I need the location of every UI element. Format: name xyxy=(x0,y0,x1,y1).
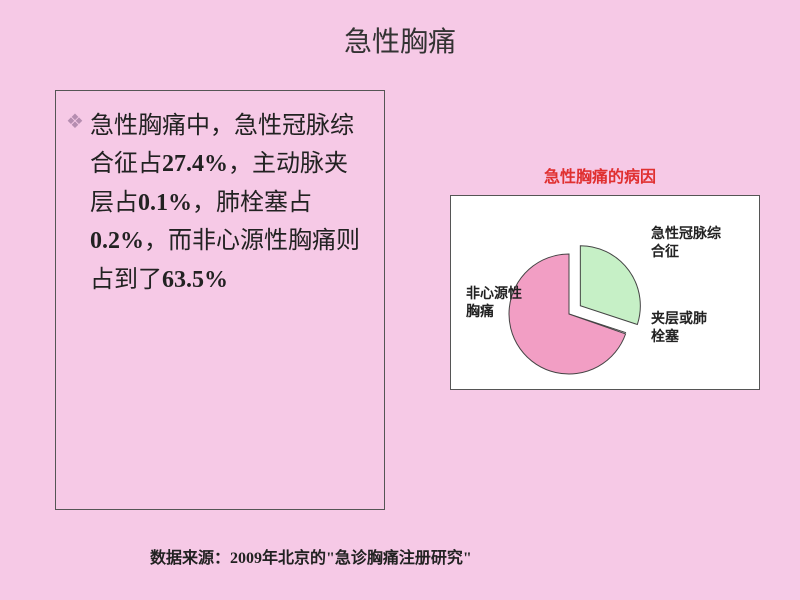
bullet-icon: ❖ xyxy=(66,109,84,134)
page-title: 急性胸痛 xyxy=(0,20,800,60)
chart-legend-label: 夹层或肺栓塞 xyxy=(651,311,761,346)
chart-legend-label: 非心源性胸痛 xyxy=(466,286,576,321)
source-text: 数据来源：2009年北京的"急诊胸痛注册研究" xyxy=(150,544,472,568)
chart-box: 急性冠脉综合征夹层或肺栓塞 非心源性胸痛 xyxy=(450,195,760,390)
chart-title: 急性胸痛的病因 xyxy=(450,163,750,187)
slide: 急性胸痛 ❖ 急性胸痛中，急性冠脉综合征占27.4%，主动脉夹层占0.1%，肺栓… xyxy=(0,0,800,600)
text-box: ❖ 急性胸痛中，急性冠脉综合征占27.4%，主动脉夹层占0.1%，肺栓塞占0.2… xyxy=(55,90,385,510)
pie-slice xyxy=(580,246,640,325)
chart-legend-label: 急性冠脉综合征 xyxy=(651,226,761,261)
body-text: 急性胸痛中，急性冠脉综合征占27.4%，主动脉夹层占0.1%，肺栓塞占0.2%，… xyxy=(90,107,366,299)
